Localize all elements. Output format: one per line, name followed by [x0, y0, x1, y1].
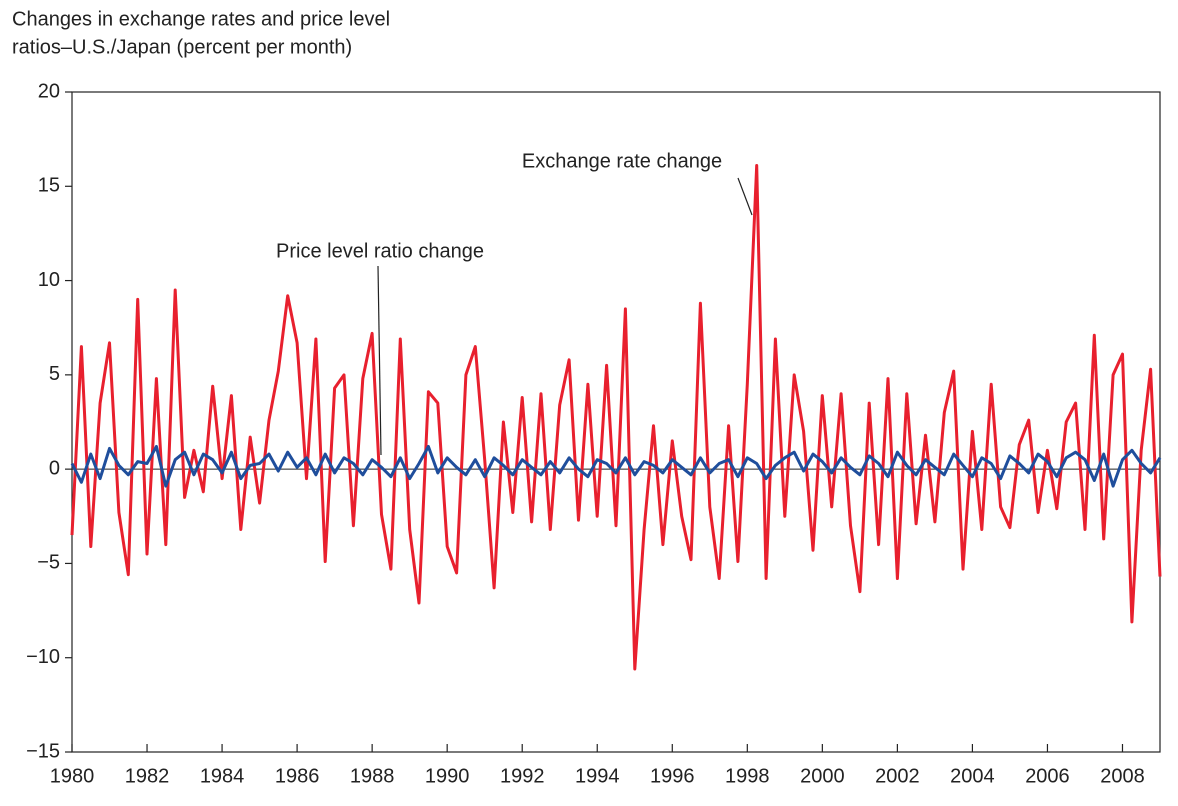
x-tick-label: 1992: [500, 765, 545, 787]
series-line: [70, 445, 1162, 488]
x-tick-label: 2004: [950, 765, 995, 787]
plot-frame: [71, 91, 1161, 753]
y-tick-label: 5: [49, 363, 60, 385]
x-tick-label: 1996: [650, 765, 695, 787]
x-tick-label: 1994: [575, 765, 620, 787]
y-tick-label: 10: [38, 269, 60, 291]
annotation: Exchange rate change: [522, 150, 722, 172]
chart-title: ratios–U.S./Japan (percent per month): [12, 36, 352, 58]
x-tick-label: 1998: [725, 765, 770, 787]
leader-line: [737, 177, 753, 216]
y-tick-label: −15: [26, 740, 60, 762]
y-tick-label: 20: [38, 80, 60, 102]
leader-line: [377, 265, 382, 456]
y-tick-label: 0: [49, 457, 60, 479]
x-tick-label: 2006: [1025, 765, 1070, 787]
x-tick-label: 1986: [275, 765, 320, 787]
annotation: Price level ratio change: [276, 240, 484, 262]
y-tick-label: −10: [26, 646, 60, 668]
x-tick-label: 1990: [425, 765, 470, 787]
y-tick-label: 15: [38, 175, 60, 197]
chart-title: Changes in exchange rates and price leve…: [12, 8, 390, 30]
x-tick-label: 1984: [200, 765, 245, 787]
x-tick-label: 2008: [1100, 765, 1145, 787]
x-tick-label: 1980: [50, 765, 95, 787]
y-tick-label: −5: [37, 552, 60, 574]
x-tick-label: 1982: [125, 765, 170, 787]
x-tick-label: 2002: [875, 765, 920, 787]
series-line: [70, 164, 1162, 671]
x-tick-label: 2000: [800, 765, 845, 787]
x-tick-label: 1988: [350, 765, 395, 787]
